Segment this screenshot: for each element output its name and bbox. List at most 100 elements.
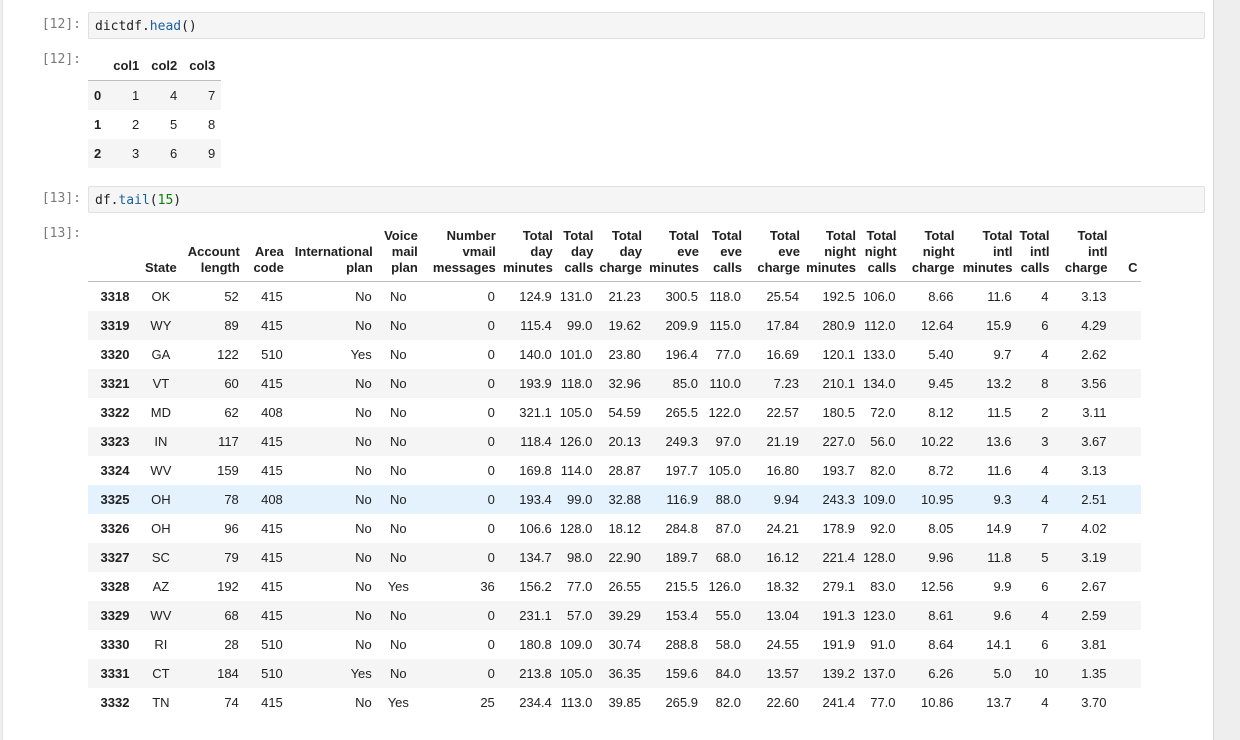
table-cell: 408: [261, 404, 283, 420]
table-cell: No: [355, 694, 372, 710]
row-index: 3322: [100, 404, 130, 420]
table-cell: 28.87: [608, 462, 641, 478]
table-cell: 16.12: [766, 549, 799, 565]
table-cell: 22.90: [608, 549, 641, 565]
column-header-line: Total: [866, 228, 897, 243]
df-tail-output-scroll[interactable]: State Account length Area code International p…: [88, 226, 1206, 726]
column-header-line: night: [922, 244, 955, 259]
column-header-line: vmail: [462, 244, 496, 259]
table-cell: 36.35: [608, 665, 641, 681]
table-cell: 56.0: [870, 433, 896, 449]
table-cell: 9.6: [993, 607, 1012, 623]
table-cell: 1.35: [1081, 665, 1107, 681]
table-cell: 0: [487, 665, 495, 681]
table-cell: 79: [224, 549, 239, 565]
table-cell: No: [389, 375, 407, 391]
column-header-line: Total: [668, 228, 699, 243]
table-cell: 191.9: [822, 636, 855, 652]
column-header-line: Total: [825, 228, 856, 243]
table-cell: 7: [208, 88, 216, 103]
column-header-line: night: [864, 244, 897, 259]
table-cell: 82.0: [715, 694, 741, 710]
code-cell-12[interactable]: dictdf.head(): [88, 12, 1205, 39]
table-cell: 0: [487, 317, 495, 333]
table-cell: 3.13: [1081, 462, 1107, 478]
table-cell: 92.0: [870, 520, 896, 536]
table-cell: 30.74: [608, 636, 641, 652]
table-cell: No: [355, 549, 372, 565]
table-cell: 249.3: [665, 433, 698, 449]
table-row: 3330 RI 28 510 No No 0 180.8 109.0 30.74 288.8 58.0…: [88, 630, 1141, 659]
code-args: (): [181, 19, 197, 34]
table-cell: 7: [1041, 520, 1049, 536]
table-cell: 36: [480, 578, 495, 594]
table-cell: 193.7: [822, 462, 855, 478]
table-cell: 415: [261, 462, 283, 478]
table-row: 3321 VT 60 415 No No 0 193.9 118.0 32.96 85.0 110.0…: [88, 368, 1141, 398]
column-header-line: day: [570, 244, 594, 259]
code-cell-13[interactable]: df.tail(15): [88, 186, 1205, 213]
column-header: Total day calls: [555, 226, 597, 282]
table-cell: 284.8: [665, 520, 698, 536]
column-header-line: minutes: [962, 260, 1013, 275]
table-cell: [1111, 543, 1141, 572]
table-cell: 60: [224, 375, 239, 391]
table-cell: 118.0: [560, 375, 593, 391]
table-cell: RI: [154, 636, 168, 652]
row-index: 3318: [100, 288, 130, 304]
table-cell: 2.59: [1081, 607, 1107, 623]
table-cell: 22.60: [766, 694, 799, 710]
table-cell: 3.67: [1081, 433, 1107, 449]
table-cell: 2.51: [1081, 491, 1107, 507]
table-cell: SC: [151, 549, 170, 565]
table-cell: 134.7: [519, 549, 552, 565]
table-row: 2 3 6 9: [88, 139, 222, 168]
table-cell: 21.19: [766, 433, 799, 449]
table-cell: 415: [261, 549, 283, 565]
table-cell: [1111, 398, 1141, 427]
table-cell: 408: [261, 491, 283, 507]
table-cell: Yes: [387, 694, 409, 710]
table-cell: 159: [217, 462, 239, 478]
table-cell: 106.0: [862, 288, 896, 304]
table-cell: 2: [1041, 404, 1049, 420]
table-cell: 123.0: [862, 607, 896, 623]
table-cell: 0: [487, 462, 495, 478]
table-cell: 5: [170, 117, 178, 132]
column-header-line: Total: [711, 228, 742, 243]
column-header: Total night minutes: [802, 226, 859, 282]
table-cell: No: [389, 636, 407, 652]
table-cell: 126.0: [708, 578, 741, 594]
column-header-line: calls: [713, 260, 742, 275]
table-cell: 10.95: [920, 491, 954, 507]
table-cell: 126.0: [559, 433, 593, 449]
input-prompt-13: [13]:: [41, 191, 81, 206]
table-cell: 180.8: [519, 636, 552, 652]
table-cell: Yes: [387, 578, 409, 594]
table-cell: 16.80: [766, 462, 799, 478]
column-header-line: plan: [346, 260, 373, 275]
table-cell: 25.54: [766, 288, 799, 304]
table-cell: 3.13: [1081, 288, 1107, 304]
column-header-line: Account: [187, 244, 240, 259]
table-cell: 12.64: [920, 317, 954, 333]
table-cell: 196.4: [665, 346, 698, 362]
table-cell: 415: [261, 578, 283, 594]
table-cell: 184: [217, 665, 239, 681]
table-cell: 99.0: [567, 317, 593, 333]
table-cell: 415: [261, 694, 283, 710]
table-cell: 153.4: [665, 607, 698, 623]
table-cell: 10: [1034, 665, 1049, 681]
row-index: 3328: [100, 578, 130, 594]
code-object: df.: [95, 193, 119, 208]
table-cell: 415: [261, 433, 283, 449]
row-index: 3321: [100, 375, 130, 391]
table-cell: 52: [224, 288, 239, 304]
table-cell: 9: [208, 146, 216, 161]
table-cell: 8: [1041, 375, 1049, 391]
table-cell: 115.4: [520, 317, 552, 333]
column-header-line: eve: [677, 244, 699, 259]
column-header-line: minutes: [806, 260, 856, 275]
column-header-line: eve: [778, 244, 800, 259]
table-cell: 11.6: [987, 288, 1012, 304]
